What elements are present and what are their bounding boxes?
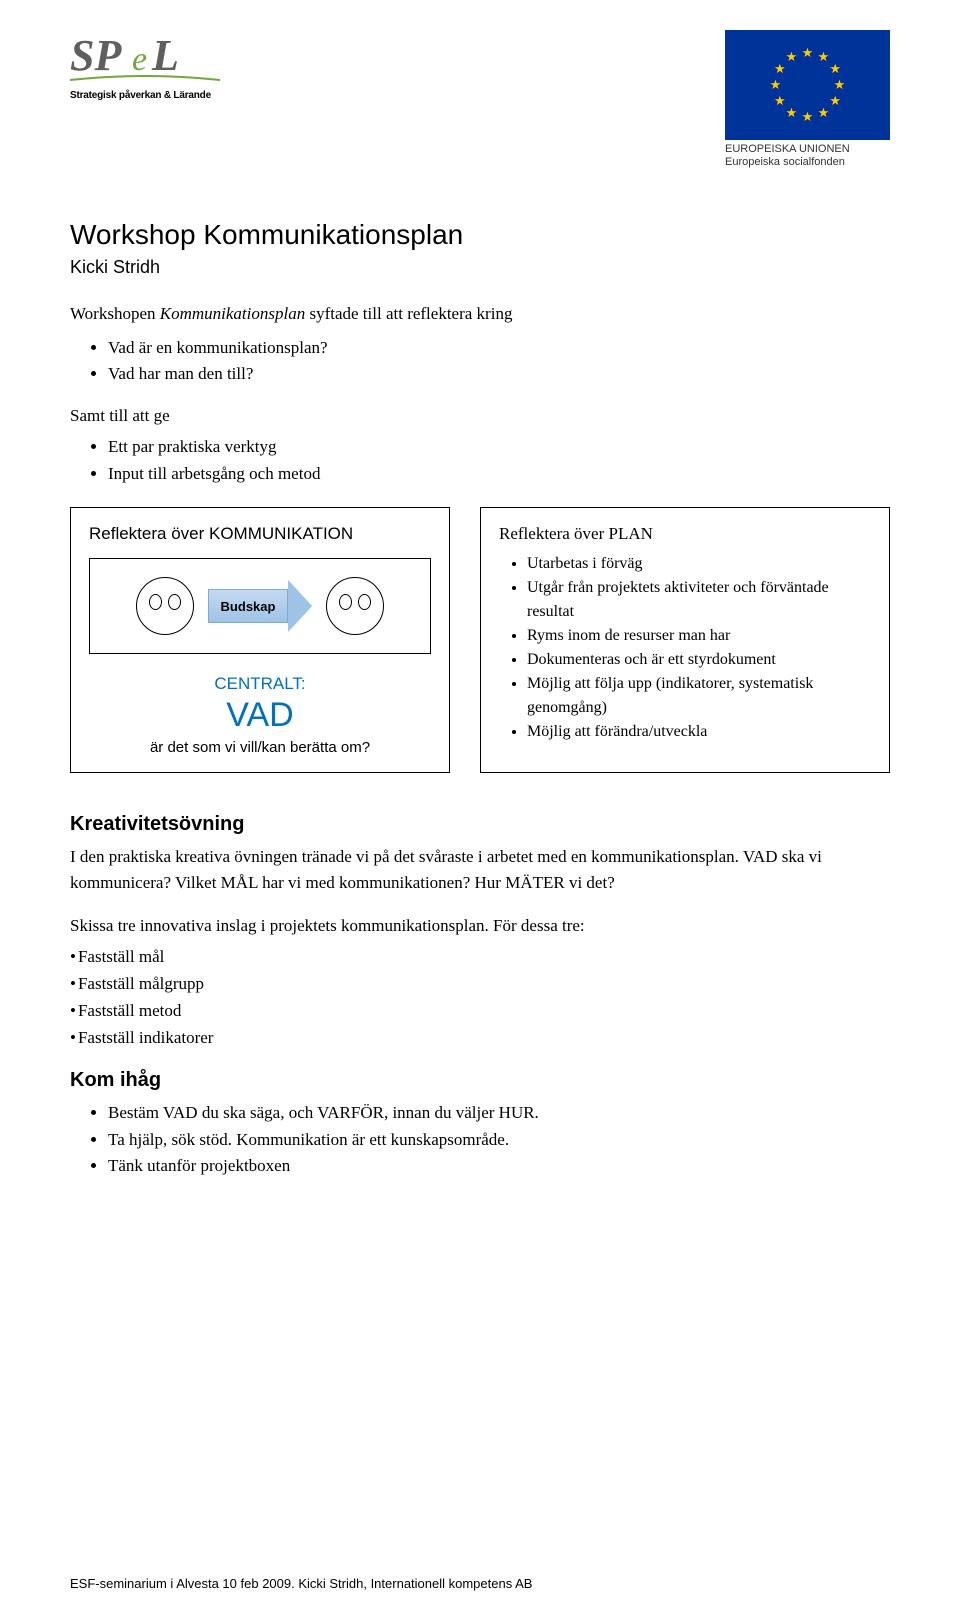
eu-star-icon: ★ bbox=[818, 49, 830, 65]
section-kreativ-para: I den praktiska kreativa övningen tränad… bbox=[70, 844, 890, 895]
list-item: Vad har man den till? bbox=[108, 361, 890, 387]
eu-flag-icon: ★★★★★★★★★★★★ bbox=[725, 30, 890, 140]
svg-text:L: L bbox=[151, 31, 179, 80]
kom-ihag-list: Bestäm VAD du ska säga, och VARFÖR, inna… bbox=[70, 1100, 890, 1179]
arrow-label: Budskap bbox=[208, 589, 288, 623]
box-kommunikation: Reflektera över KOMMUNIKATION Budskap CE… bbox=[70, 507, 450, 773]
centralt-label: CENTRALT: bbox=[89, 674, 431, 694]
vad-big: VAD bbox=[89, 696, 431, 735]
header: SP e L Strategisk påverkan & Lärande ★★★… bbox=[70, 30, 890, 169]
vad-sub: är det som vi vill/kan berätta om? bbox=[89, 739, 431, 756]
list-item: Vad är en kommunikationsplan? bbox=[108, 335, 890, 361]
eu-star-icon: ★ bbox=[829, 93, 841, 109]
plan-list: Utarbetas i förvägUtgår från projektets … bbox=[499, 552, 871, 744]
eu-star-icon: ★ bbox=[802, 109, 814, 125]
eu-star-icon: ★ bbox=[834, 77, 846, 93]
box-right-title: Reflektera över PLAN bbox=[499, 524, 871, 544]
svg-text:SP: SP bbox=[70, 31, 122, 80]
section-kom-ihag-title: Kom ihåg bbox=[70, 1069, 890, 1092]
list-item: Bestäm VAD du ska säga, och VARFÖR, inna… bbox=[108, 1100, 890, 1126]
leadin-bullets: Ett par praktiska verktygInput till arbe… bbox=[70, 434, 890, 487]
list-item: Fastställ indikatorer bbox=[70, 1024, 890, 1051]
list-item: Fastställ metod bbox=[70, 997, 890, 1024]
intro-suffix: syftade till att reflektera kring bbox=[305, 304, 512, 323]
box-plan: Reflektera över PLAN Utarbetas i förvägU… bbox=[480, 507, 890, 773]
list-item: Input till arbetsgång och metod bbox=[108, 461, 890, 487]
face-icon-left bbox=[136, 577, 194, 635]
box-left-title: Reflektera över KOMMUNIKATION bbox=[89, 524, 431, 544]
eu-star-icon: ★ bbox=[774, 93, 786, 109]
list-item: Möjlig att förändra/utveckla bbox=[527, 720, 871, 744]
spel-tagline: Strategisk påverkan & Lärande bbox=[70, 90, 220, 101]
eu-star-icon: ★ bbox=[786, 49, 798, 65]
list-item: Dokumenteras och är ett styrdokument bbox=[527, 648, 871, 672]
eu-star-icon: ★ bbox=[786, 105, 798, 121]
eu-caption-line1: EUROPEISKA UNIONEN bbox=[725, 143, 890, 156]
leadin-text: Samt till att ge bbox=[70, 404, 890, 429]
eu-caption-line2: Europeiska socialfonden bbox=[725, 156, 890, 169]
section-kreativ-title: Kreativitetsövning bbox=[70, 813, 890, 836]
list-item: Möjlig att följa upp (indikatorer, syste… bbox=[527, 672, 871, 720]
eu-star-icon: ★ bbox=[818, 105, 830, 121]
message-arrow: Budskap bbox=[208, 580, 312, 632]
diagram-inner: Budskap bbox=[89, 558, 431, 654]
arrow-head-icon bbox=[288, 580, 312, 632]
list-item: Fastställ målgrupp bbox=[70, 970, 890, 997]
intro-bullets: Vad är en kommunikationsplan?Vad har man… bbox=[70, 335, 890, 388]
list-item: Fastställ mål bbox=[70, 943, 890, 970]
eu-star-icon: ★ bbox=[829, 61, 841, 77]
list-item: Ta hjälp, sök stöd. Kommunikation är ett… bbox=[108, 1127, 890, 1153]
eu-star-icon: ★ bbox=[802, 45, 814, 61]
list-item: Ett par praktiska verktyg bbox=[108, 434, 890, 460]
eu-logo-block: ★★★★★★★★★★★★ EUROPEISKA UNIONEN Europeis… bbox=[725, 30, 890, 169]
section-kreativ-para2: Skissa tre innovativa inslag i projektet… bbox=[70, 913, 890, 939]
svg-text:e: e bbox=[132, 41, 147, 78]
face-icon-right bbox=[326, 577, 384, 635]
eu-star-icon: ★ bbox=[770, 77, 782, 93]
subtitle: Kicki Stridh bbox=[70, 257, 890, 278]
faststall-list: Fastställ målFastställ målgruppFastställ… bbox=[70, 943, 890, 1052]
page-title: Workshop Kommunikationsplan bbox=[70, 219, 890, 251]
list-item: Utgår från projektets aktiviteter och fö… bbox=[527, 576, 871, 624]
spel-logo: SP e L Strategisk påverkan & Lärande bbox=[70, 30, 220, 101]
eu-caption: EUROPEISKA UNIONEN Europeiska socialfond… bbox=[725, 143, 890, 169]
intro-prefix: Workshopen bbox=[70, 304, 160, 323]
list-item: Tänk utanför projektboxen bbox=[108, 1153, 890, 1179]
intro-italic: Kommunikationsplan bbox=[160, 304, 305, 323]
list-item: Ryms inom de resurser man har bbox=[527, 624, 871, 648]
footer-text: ESF-seminarium i Alvesta 10 feb 2009. Ki… bbox=[70, 1576, 532, 1591]
two-box-row: Reflektera över KOMMUNIKATION Budskap CE… bbox=[70, 507, 890, 773]
intro-line: Workshopen Kommunikationsplan syftade ti… bbox=[70, 302, 890, 327]
eu-star-icon: ★ bbox=[774, 61, 786, 77]
list-item: Utarbetas i förväg bbox=[527, 552, 871, 576]
